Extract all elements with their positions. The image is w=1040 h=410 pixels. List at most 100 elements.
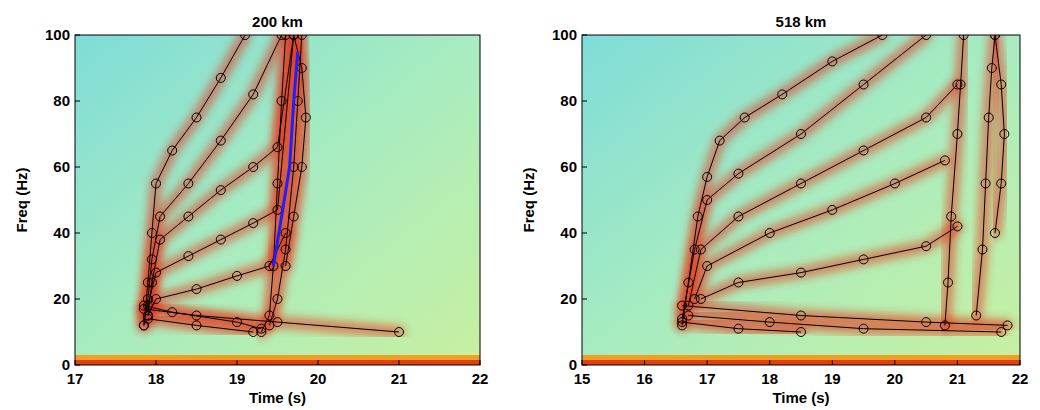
x-tick-label: 20 bbox=[887, 370, 904, 387]
marker bbox=[997, 328, 1006, 337]
x-tick bbox=[75, 360, 76, 365]
marker bbox=[797, 179, 806, 188]
low-band bbox=[582, 360, 1020, 365]
y-tick bbox=[75, 35, 80, 36]
x-tick-label: 19 bbox=[824, 370, 841, 387]
x-tick bbox=[582, 360, 583, 365]
x-tick-label: 16 bbox=[636, 370, 653, 387]
marker bbox=[216, 136, 225, 145]
x-tick bbox=[832, 360, 833, 365]
marker bbox=[778, 90, 787, 99]
marker bbox=[139, 321, 148, 330]
title: 518 km bbox=[776, 13, 827, 30]
marker bbox=[765, 318, 774, 327]
marker bbox=[273, 179, 282, 188]
y-tick-label: 60 bbox=[560, 158, 577, 175]
curve bbox=[688, 316, 1001, 333]
y-tick-label: 100 bbox=[45, 26, 70, 43]
marker bbox=[734, 278, 743, 287]
curve bbox=[144, 309, 399, 332]
marker bbox=[249, 163, 258, 172]
marker bbox=[216, 73, 225, 82]
marker bbox=[734, 169, 743, 178]
curve bbox=[976, 35, 995, 316]
marker bbox=[156, 235, 165, 244]
x-axis-title: Time (s) bbox=[772, 389, 829, 406]
marker bbox=[273, 295, 282, 304]
curve bbox=[682, 35, 926, 319]
y-tick-label: 20 bbox=[53, 290, 70, 307]
curve bbox=[144, 35, 245, 325]
energy-band bbox=[682, 35, 882, 325]
marker bbox=[997, 179, 1006, 188]
frame bbox=[75, 35, 480, 365]
marker bbox=[696, 295, 705, 304]
y-tick bbox=[75, 101, 80, 102]
frame bbox=[582, 35, 1020, 365]
marker bbox=[301, 113, 310, 122]
marker bbox=[281, 229, 290, 238]
marker bbox=[273, 143, 282, 152]
y-tick-label: 20 bbox=[560, 290, 577, 307]
marker bbox=[168, 146, 177, 155]
y-tick bbox=[582, 299, 587, 300]
energy-band bbox=[695, 160, 945, 299]
marker bbox=[703, 172, 712, 181]
marker bbox=[297, 163, 306, 172]
marker bbox=[216, 186, 225, 195]
marker bbox=[395, 328, 404, 337]
marker bbox=[953, 222, 962, 231]
energy-band bbox=[976, 35, 995, 316]
marker bbox=[281, 262, 290, 271]
marker bbox=[139, 301, 148, 310]
y-tick bbox=[75, 167, 80, 168]
y-tick bbox=[582, 101, 587, 102]
x-tick bbox=[707, 360, 708, 365]
marker bbox=[156, 212, 165, 221]
marker bbox=[947, 212, 956, 221]
marker bbox=[147, 229, 156, 238]
y-tick-label: 40 bbox=[53, 224, 70, 241]
y-tick bbox=[75, 299, 80, 300]
marker bbox=[233, 318, 242, 327]
marker bbox=[152, 179, 161, 188]
x-tick-label: 21 bbox=[949, 370, 966, 387]
y-tick-label: 60 bbox=[53, 158, 70, 175]
x-tick bbox=[318, 360, 319, 365]
x-tick-label: 18 bbox=[761, 370, 778, 387]
marker bbox=[859, 146, 868, 155]
marker bbox=[734, 212, 743, 221]
marker bbox=[152, 295, 161, 304]
panel: 1516171819202122020406080100518 kmTime (… bbox=[520, 13, 1028, 406]
curve bbox=[695, 160, 945, 299]
curve bbox=[148, 319, 253, 332]
marker bbox=[257, 324, 266, 333]
marker bbox=[828, 57, 837, 66]
curve bbox=[261, 35, 285, 332]
x-tick bbox=[957, 360, 958, 365]
marker bbox=[192, 285, 201, 294]
marker bbox=[922, 113, 931, 122]
marker bbox=[959, 35, 968, 40]
marker bbox=[703, 196, 712, 205]
x-tick bbox=[769, 360, 770, 365]
plot-background bbox=[75, 35, 480, 365]
y-tick bbox=[582, 233, 587, 234]
energy-band bbox=[945, 35, 964, 325]
marker bbox=[944, 278, 953, 287]
marker bbox=[740, 113, 749, 122]
panel: 171819202122020406080100200 kmTime (s)Fr… bbox=[13, 13, 488, 406]
curve bbox=[701, 226, 958, 299]
curve bbox=[688, 85, 957, 306]
marker bbox=[143, 314, 152, 323]
x-tick-label: 20 bbox=[310, 370, 327, 387]
marker bbox=[978, 245, 987, 254]
marker bbox=[241, 35, 250, 40]
marker bbox=[990, 35, 999, 40]
y-tick bbox=[582, 35, 587, 36]
marker bbox=[184, 252, 193, 261]
marker bbox=[184, 179, 193, 188]
marker bbox=[859, 80, 868, 89]
low-band bbox=[582, 355, 1020, 365]
x-tick bbox=[237, 360, 238, 365]
